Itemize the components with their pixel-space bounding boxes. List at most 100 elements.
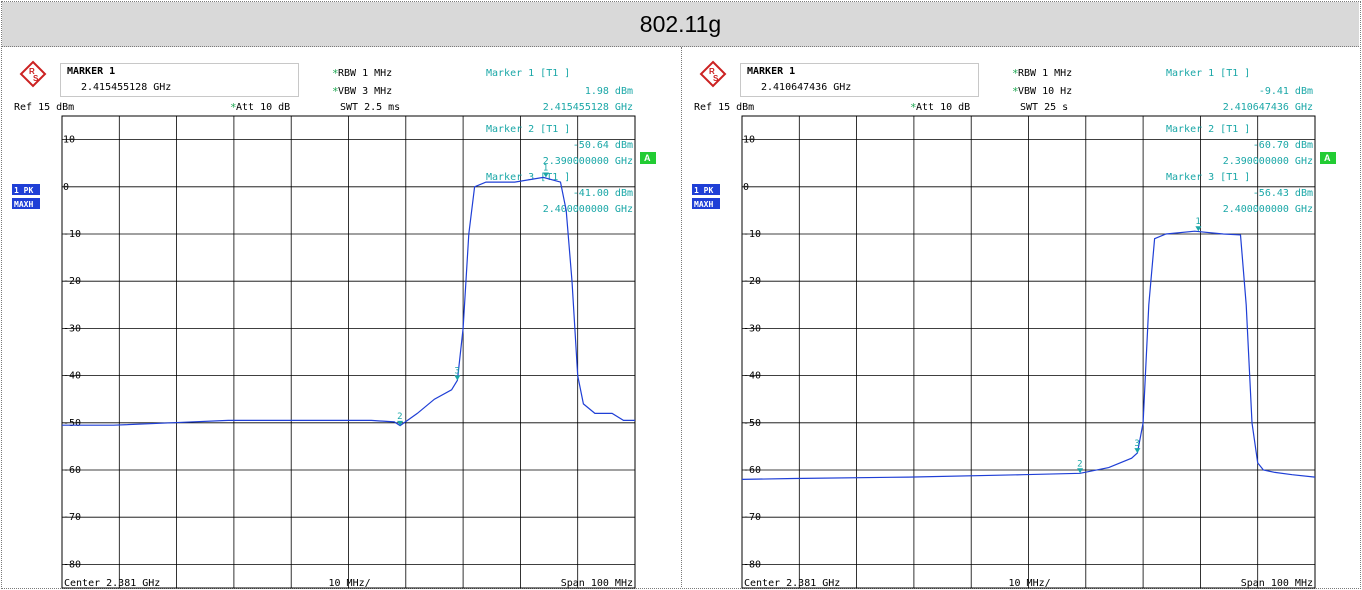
y-tick-label: -60 <box>63 465 81 476</box>
y-tick-label: -50 <box>743 418 761 429</box>
trace-badge-bg <box>12 184 40 195</box>
marker-1-label: 1 <box>1195 217 1200 227</box>
marker-readout-1: 2.415455128 GHz <box>543 102 633 113</box>
trace-badge: 1 PK <box>14 186 33 195</box>
y-tick-label: -60 <box>743 465 761 476</box>
svg-text:R: R <box>29 67 35 76</box>
marker-readout-2: 2.390000000 GHz <box>543 156 633 167</box>
rs-logo-icon: R S <box>19 60 47 88</box>
marker-readout-1: 2.410647436 GHz <box>1223 102 1313 113</box>
vbw-asterisk: * <box>1012 85 1019 98</box>
marker-readout-1: 1.98 dBm <box>585 86 633 97</box>
marker-readout-3: 2.400000000 GHz <box>543 204 633 215</box>
y-tick-label: -30 <box>63 323 81 334</box>
rbw-asterisk: * <box>332 67 339 80</box>
y-tick-label: -10 <box>63 229 81 240</box>
marker-2-label: 2 <box>397 412 402 422</box>
marker-1-label: 1 <box>543 163 548 173</box>
spectrum-plot: RBW 1 MHz VBW 3 MHz Ref 15 dBm Att 10 dB SWT… <box>12 67 656 589</box>
a-badge: A <box>644 153 651 163</box>
y-tick-label: -20 <box>743 276 761 287</box>
spectrum-trace <box>741 230 1316 480</box>
marker-readout-3: -41.00 dBm <box>573 188 633 199</box>
y-tick-label: -50 <box>63 418 81 429</box>
rbw-label: RBW 1 MHz <box>338 68 392 79</box>
sweep-time-label: SWT 25 s <box>1020 102 1068 113</box>
att-asterisk: * <box>230 101 237 114</box>
y-tick-label: 10 <box>743 135 755 146</box>
marker-info-box: MARKER 1 2.415455128 GHz <box>60 63 299 97</box>
y-tick-label: -80 <box>743 559 761 570</box>
marker-readout-3: -56.43 dBm <box>1253 188 1313 199</box>
svg-text:R: R <box>709 67 715 76</box>
marker-readout-2: -60.70 dBm <box>1253 140 1313 151</box>
spectrum-panel-right: R S MARKER 1 2.410647436 GHz RBW 1 MHz VB… <box>692 60 1336 590</box>
trace-badge: 1 PK <box>694 186 713 195</box>
y-tick-label: 10 <box>63 135 75 146</box>
attenuation-label: Att 10 dB <box>236 102 290 113</box>
attenuation-label: Att 10 dB <box>916 102 970 113</box>
marker-3-triangle <box>1134 448 1141 454</box>
rs-logo-icon: R S <box>699 60 727 88</box>
marker-2-triangle <box>1077 468 1084 474</box>
marker-2-triangle <box>397 420 404 426</box>
marker-3-label: 3 <box>1134 439 1139 449</box>
y-tick-label: -70 <box>63 512 81 523</box>
marker-box-title: MARKER 1 <box>747 66 796 77</box>
trace-badge-bg <box>692 184 720 195</box>
marker-readout-3: Marker 3 [T1 ] <box>1166 172 1250 183</box>
att-asterisk: * <box>910 101 917 114</box>
division-label: 10 MHz/ <box>1009 578 1051 589</box>
marker-readout-1: Marker 1 [T1 ] <box>1166 68 1250 79</box>
marker-box-freq: 2.410647436 GHz <box>761 82 852 93</box>
y-tick-label: -20 <box>63 276 81 287</box>
marker-2-label: 2 <box>1077 459 1082 469</box>
vbw-label: VBW 3 MHz <box>338 86 392 97</box>
y-tick-label: -30 <box>743 323 761 334</box>
rbw-asterisk: * <box>1012 67 1019 80</box>
a-badge-bg <box>640 152 656 164</box>
y-tick-label: 0 <box>63 182 69 193</box>
detector-badge-bg <box>692 198 720 209</box>
division-label: 10 MHz/ <box>329 578 371 589</box>
marker-3-label: 3 <box>454 366 459 376</box>
y-tick-label: 0 <box>743 182 749 193</box>
sweep-time-label: SWT 2.5 ms <box>340 102 400 113</box>
rbw-label: RBW 1 MHz <box>1018 68 1072 79</box>
marker-1-triangle <box>1195 226 1202 232</box>
y-tick-label: -10 <box>743 229 761 240</box>
ref-level-label: Ref 15 dBm <box>14 102 74 113</box>
a-badge-bg <box>1320 152 1336 164</box>
marker-info-box: MARKER 1 2.410647436 GHz <box>740 63 979 97</box>
span-label: Span 100 MHz <box>561 578 633 589</box>
panel-divider <box>681 47 682 587</box>
marker-readout-3: Marker 3 [T1 ] <box>486 172 570 183</box>
y-tick-label: -40 <box>63 371 81 382</box>
marker-1-triangle <box>542 172 549 178</box>
center-frequency-label: Center 2.381 GHz <box>64 578 160 589</box>
span-label: Span 100 MHz <box>1241 578 1313 589</box>
detector-badge-bg <box>12 198 40 209</box>
y-tick-label: -40 <box>743 371 761 382</box>
marker-readout-2: Marker 2 [T1 ] <box>1166 124 1250 135</box>
spectrum-plot: RBW 1 MHz VBW 10 Hz Ref 15 dBm Att 10 dB SWT… <box>692 67 1336 589</box>
spectrum-trace <box>62 176 635 427</box>
marker-box-title: MARKER 1 <box>67 66 116 77</box>
page-title: 802.11g <box>2 2 1359 47</box>
svg-text:S: S <box>713 74 719 83</box>
marker-readout-2: -50.64 dBm <box>573 140 633 151</box>
vbw-label: VBW 10 Hz <box>1018 86 1072 97</box>
marker-box-freq: 2.415455128 GHz <box>81 82 172 93</box>
a-badge: A <box>1324 153 1331 163</box>
detector-badge: MAXH <box>14 200 33 209</box>
marker-readout-2: Marker 2 [T1 ] <box>486 124 570 135</box>
marker-readout-1: -9.41 dBm <box>1259 86 1313 97</box>
svg-text:S: S <box>33 74 39 83</box>
ref-level-label: Ref 15 dBm <box>694 102 754 113</box>
y-tick-label: -70 <box>743 512 761 523</box>
marker-readout-1: Marker 1 [T1 ] <box>486 68 570 79</box>
spectrum-panel-left: R S MARKER 1 2.415455128 GHz RBW 1 MHz VB… <box>12 60 656 590</box>
detector-badge: MAXH <box>694 200 713 209</box>
marker-readout-3: 2.400000000 GHz <box>1223 204 1313 215</box>
